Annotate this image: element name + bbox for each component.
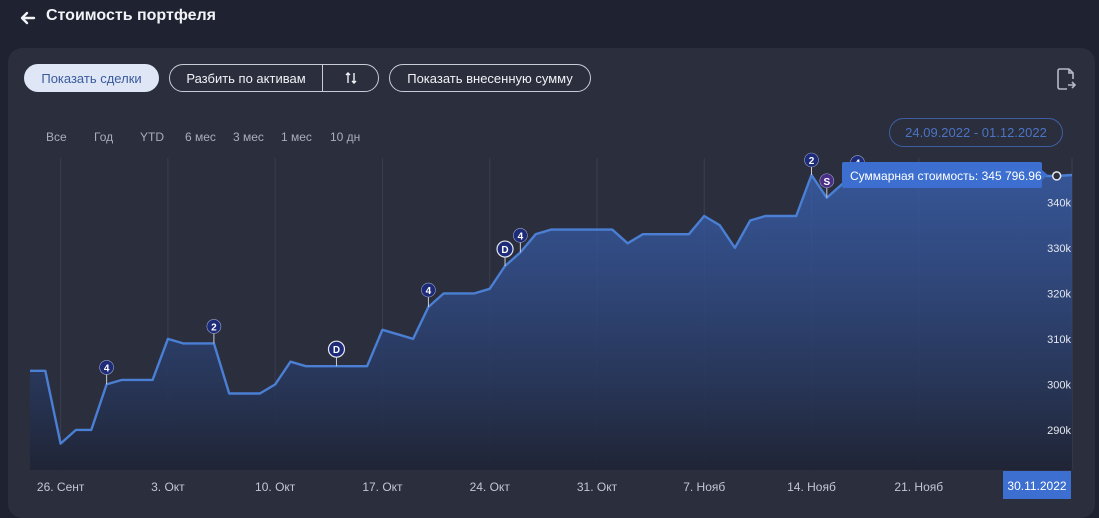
arrow-left-icon[interactable] (18, 8, 38, 28)
trade-marker-label: 2 (809, 156, 815, 167)
range-10d[interactable]: 10 дн (330, 130, 361, 144)
x-tick-label: 31. Окт (577, 480, 618, 494)
trade-marker-label: D (333, 345, 340, 356)
trade-marker[interactable] (206, 319, 222, 334)
trade-marker-label: 4 (104, 363, 110, 374)
trade-marker[interactable] (99, 360, 114, 375)
trade-marker[interactable] (327, 340, 346, 358)
x-tick-label: 14. Нояб (787, 480, 836, 494)
hover-date-label: 30.11.2022 (1007, 479, 1066, 493)
y-tick-label: 330k (1047, 243, 1071, 255)
y-tick-label: 290k (1047, 425, 1071, 437)
y-tick-label: 340k (1047, 197, 1071, 209)
x-tick-label: 24. Окт (470, 480, 511, 494)
show-trades-button[interactable]: Показать сделки (24, 64, 159, 92)
y-tick-label: 310k (1047, 334, 1071, 346)
trade-marker-label: 2 (211, 322, 217, 333)
show-deposited-button[interactable]: Показать внесенную сумму (389, 64, 591, 92)
range-1m[interactable]: 1 мес (281, 130, 312, 144)
trade-marker[interactable] (421, 282, 436, 298)
hover-point (1051, 171, 1062, 181)
trade-marker[interactable] (513, 228, 528, 243)
x-tick-label: 26. Сент (37, 480, 85, 494)
split-by-assets-group: Разбить по активам (169, 64, 379, 92)
y-tick-label: 300k (1047, 379, 1071, 391)
range-ytd[interactable]: YTD (140, 130, 164, 144)
trade-marker[interactable] (819, 173, 835, 189)
trade-marker-label: D (501, 245, 508, 256)
date-range-picker[interactable]: 24.09.2022 - 01.12.2022 (889, 118, 1063, 147)
x-tick-label: 3. Окт (151, 480, 185, 494)
tooltip-label: Суммарная стоимость: 345 796.96 (850, 169, 1042, 183)
y-tick-label: 320k (1047, 288, 1071, 300)
trade-marker-label: 4 (518, 231, 524, 242)
export-file-icon[interactable] (1056, 68, 1076, 90)
header: Стоимость портфеля (0, 0, 1099, 40)
sort-arrows-icon[interactable] (323, 65, 379, 91)
x-tick-label: 10. Окт (255, 480, 296, 494)
x-tick-label: 21. Нояб (894, 480, 943, 494)
range-3m[interactable]: 3 мес (233, 130, 264, 144)
trade-marker-label: 4 (426, 286, 432, 297)
divider (322, 65, 323, 91)
trade-marker[interactable] (804, 152, 819, 168)
tooltip-box (842, 162, 1042, 188)
page-title: Стоимость портфеля (46, 7, 217, 24)
x-tick-label: 17. Окт (362, 480, 403, 494)
hover-date-box (1003, 471, 1071, 499)
trade-marker-label: S (823, 177, 830, 188)
area-fill (30, 175, 1072, 470)
range-all[interactable]: Все (46, 130, 67, 144)
x-tick-label: 7. Нояб (683, 480, 725, 494)
range-6m[interactable]: 6 мес (185, 130, 216, 144)
range-year[interactable]: Год (94, 130, 114, 144)
tooltip-pointer (1042, 170, 1048, 180)
split-by-assets-button[interactable]: Разбить по активам (186, 70, 306, 86)
trade-marker[interactable] (496, 240, 514, 258)
